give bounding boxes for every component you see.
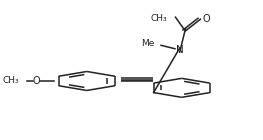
Text: CH₃: CH₃ [150,14,167,23]
Text: N: N [176,45,184,55]
Text: CH₃: CH₃ [3,76,19,86]
Text: O: O [203,14,210,24]
Text: Me: Me [141,39,154,48]
Text: O: O [33,76,40,86]
